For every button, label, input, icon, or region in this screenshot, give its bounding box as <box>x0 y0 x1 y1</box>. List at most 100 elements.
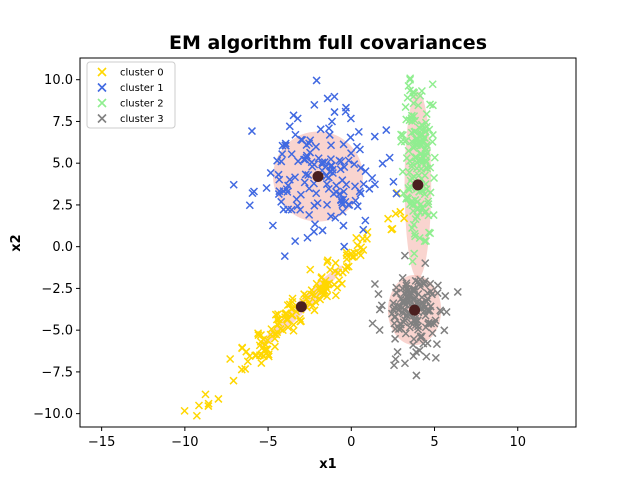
y-tick-label: 10.0 <box>44 73 73 88</box>
data-point <box>384 214 393 223</box>
data-point <box>431 353 440 362</box>
data-point <box>417 86 426 96</box>
data-point <box>336 165 345 174</box>
data-point <box>322 292 332 301</box>
data-point <box>237 365 246 374</box>
data-point <box>409 92 418 101</box>
data-point <box>340 163 349 172</box>
data-point <box>339 140 348 149</box>
data-point <box>396 302 405 311</box>
data-point <box>402 115 411 124</box>
data-point <box>428 137 437 146</box>
data-point <box>394 306 403 315</box>
data-point <box>311 297 320 306</box>
data-point <box>422 122 431 131</box>
data-point <box>401 103 410 112</box>
data-point <box>305 210 314 219</box>
data-point <box>404 81 413 90</box>
data-point <box>441 291 450 300</box>
data-point <box>402 311 411 320</box>
data-point <box>245 352 254 361</box>
data-point <box>390 319 399 328</box>
series-1 <box>229 76 401 261</box>
data-point <box>392 189 401 198</box>
data-point <box>361 167 370 176</box>
data-point <box>405 292 414 301</box>
data-point <box>350 248 359 257</box>
data-point <box>316 284 325 293</box>
axes-frame <box>79 57 577 428</box>
data-point <box>429 173 439 183</box>
data-point <box>342 255 351 264</box>
x-tick-label: 5 <box>430 435 438 450</box>
data-point <box>412 153 421 162</box>
data-point <box>421 146 430 155</box>
data-point <box>430 153 439 162</box>
data-point <box>321 282 330 291</box>
data-point <box>356 189 365 198</box>
data-point <box>346 133 355 142</box>
data-point <box>440 326 449 335</box>
legend-marker-3 <box>97 113 107 124</box>
data-point <box>192 411 201 420</box>
data-point <box>398 273 407 282</box>
data-point <box>201 390 210 399</box>
data-point <box>310 220 320 229</box>
data-point <box>420 237 429 246</box>
data-point <box>339 221 348 230</box>
data-point <box>256 330 266 340</box>
data-point <box>351 196 360 205</box>
data-point <box>332 187 341 196</box>
data-point <box>280 252 289 261</box>
data-point <box>310 201 319 210</box>
legend-label-3: cluster 3 <box>120 114 164 125</box>
data-point <box>433 281 442 290</box>
data-point <box>352 233 361 242</box>
data-point <box>327 141 336 150</box>
data-point <box>238 344 247 353</box>
data-point <box>370 279 379 289</box>
data-point <box>453 287 462 296</box>
data-point <box>406 74 415 83</box>
data-point <box>344 262 353 271</box>
data-point <box>354 127 363 136</box>
y-tick-label: −10.0 <box>33 407 73 422</box>
data-point <box>397 130 406 139</box>
data-point <box>411 232 420 241</box>
y-tick-label: 0.0 <box>52 240 73 255</box>
data-point <box>293 202 302 211</box>
data-point <box>432 340 441 349</box>
legend-marker-0 <box>97 67 107 77</box>
data-point <box>405 185 414 194</box>
data-point <box>370 132 379 141</box>
y-tick-label: 2.5 <box>52 198 73 213</box>
data-point <box>278 150 287 159</box>
data-point <box>410 249 419 258</box>
data-point <box>272 330 281 339</box>
data-point <box>327 117 337 126</box>
data-point <box>408 196 417 205</box>
data-point <box>296 317 305 326</box>
data-point <box>421 207 430 216</box>
data-point <box>411 276 420 285</box>
data-point <box>422 141 431 150</box>
data-point <box>408 117 417 126</box>
data-point <box>416 150 425 159</box>
data-point <box>276 325 285 334</box>
data-point <box>411 215 420 224</box>
legend-label-0: cluster 0 <box>120 68 164 79</box>
data-point <box>375 325 384 335</box>
data-point <box>340 242 349 251</box>
legend-marker-2 <box>97 98 107 108</box>
data-point <box>318 290 328 299</box>
data-point <box>331 291 340 300</box>
data-point <box>331 213 340 222</box>
data-point <box>323 258 332 267</box>
data-point <box>316 295 325 304</box>
legend: cluster 0 cluster 1 cluster 2 cluster 3 <box>86 61 176 129</box>
x-tick-label: 10 <box>509 435 526 450</box>
data-point <box>411 314 420 323</box>
data-point <box>412 134 421 144</box>
data-point <box>403 292 412 301</box>
data-point <box>408 159 417 168</box>
